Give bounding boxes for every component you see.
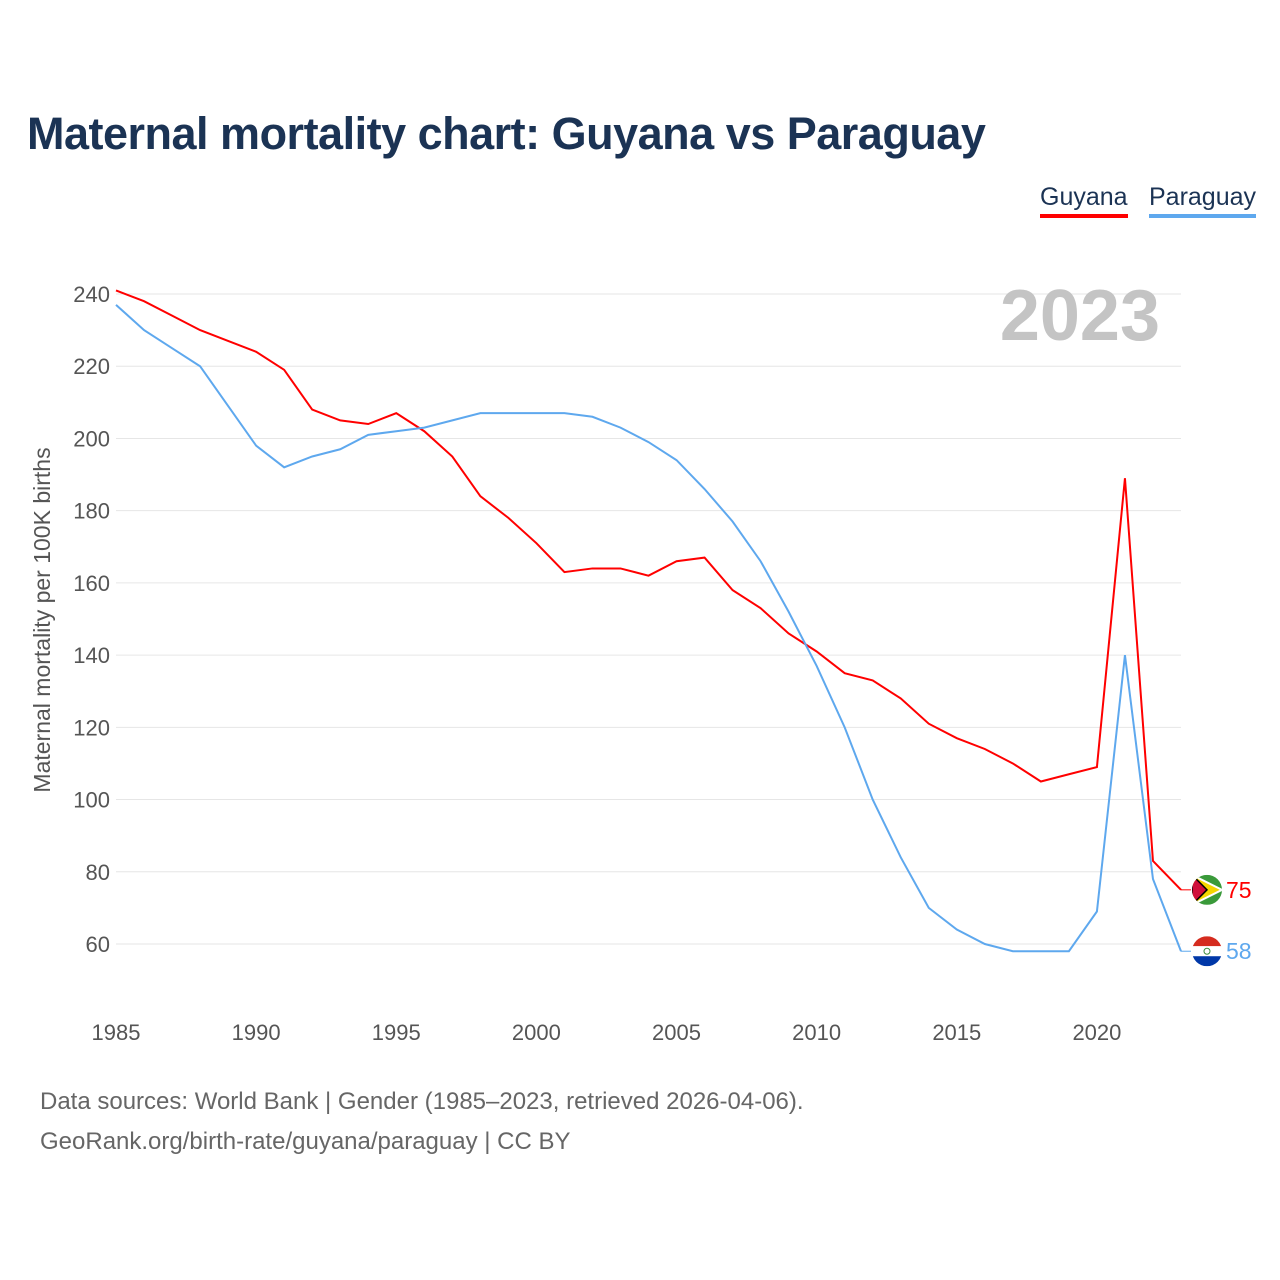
- paraguay-flag-icon: [1192, 936, 1222, 967]
- chart-title: Maternal mortality chart: Guyana vs Para…: [27, 108, 986, 159]
- end-value-label: 58: [1226, 938, 1252, 964]
- x-tick-label: 2005: [652, 1020, 701, 1045]
- y-tick-label: 220: [73, 354, 110, 379]
- y-tick-label: 140: [73, 643, 110, 668]
- legend-guyana[interactable]: Guyana: [1040, 183, 1128, 218]
- y-tick-label: 60: [86, 932, 110, 957]
- x-tick-label: 1995: [372, 1020, 421, 1045]
- x-tick-label: 2015: [932, 1020, 981, 1045]
- y-tick-label: 120: [73, 715, 110, 740]
- end-value-label: 75: [1226, 877, 1252, 903]
- year-label: 2023: [1000, 276, 1160, 356]
- y-tick-label: 100: [73, 788, 110, 813]
- y-tick-label: 160: [73, 571, 110, 596]
- x-tick-label: 2020: [1072, 1020, 1121, 1045]
- y-tick-label: 80: [86, 860, 110, 885]
- y-axis-label: Maternal mortality per 100K births: [29, 447, 55, 792]
- legend-paraguay[interactable]: Paraguay: [1149, 183, 1257, 218]
- source-url[interactable]: GeoRank.org/birth-rate/guyana/paraguay |…: [40, 1128, 571, 1155]
- x-tick-label: 2000: [512, 1020, 561, 1045]
- y-tick-label: 180: [73, 499, 110, 524]
- x-tick-label: 2010: [792, 1020, 841, 1045]
- x-tick-label: 1990: [232, 1020, 281, 1045]
- series-line-paraguay: [115, 304, 1182, 953]
- y-tick-label: 240: [73, 282, 110, 307]
- source-line: Data sources: World Bank | Gender (1985–…: [40, 1088, 804, 1115]
- series-line-guyana: [115, 289, 1182, 891]
- y-tick-label: 200: [73, 426, 110, 451]
- guyana-flag-icon: [1192, 874, 1222, 905]
- x-tick-label: 1985: [92, 1020, 141, 1045]
